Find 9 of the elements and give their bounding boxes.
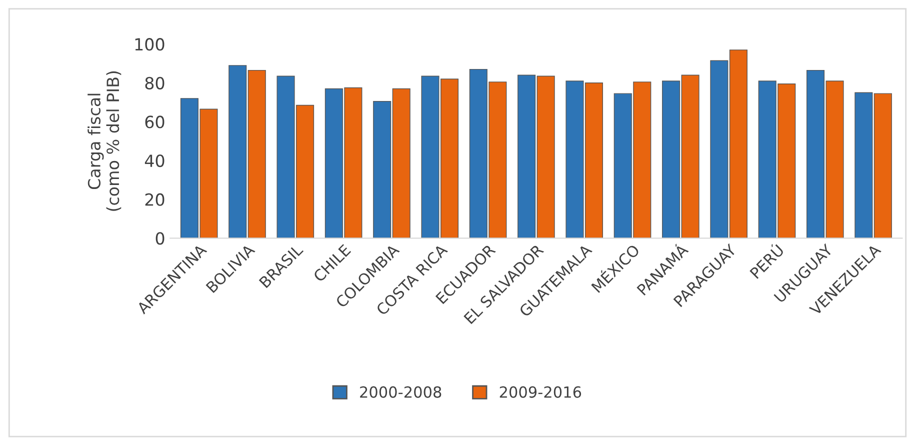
- y-tick-label: 80: [145, 76, 164, 90]
- legend-label: 2009-2016: [500, 386, 582, 398]
- y-axis-title: Carga fiscal (como % del PIB): [88, 71, 122, 211]
- y-tick-label: 20: [145, 193, 164, 206]
- y-tick-label: 60: [145, 116, 164, 128]
- y-tick-label: 100: [135, 38, 164, 51]
- y-tick-label: 0: [156, 232, 164, 245]
- legend-label: 2000-2008: [360, 386, 442, 398]
- y-tick-label: 40: [144, 154, 164, 168]
